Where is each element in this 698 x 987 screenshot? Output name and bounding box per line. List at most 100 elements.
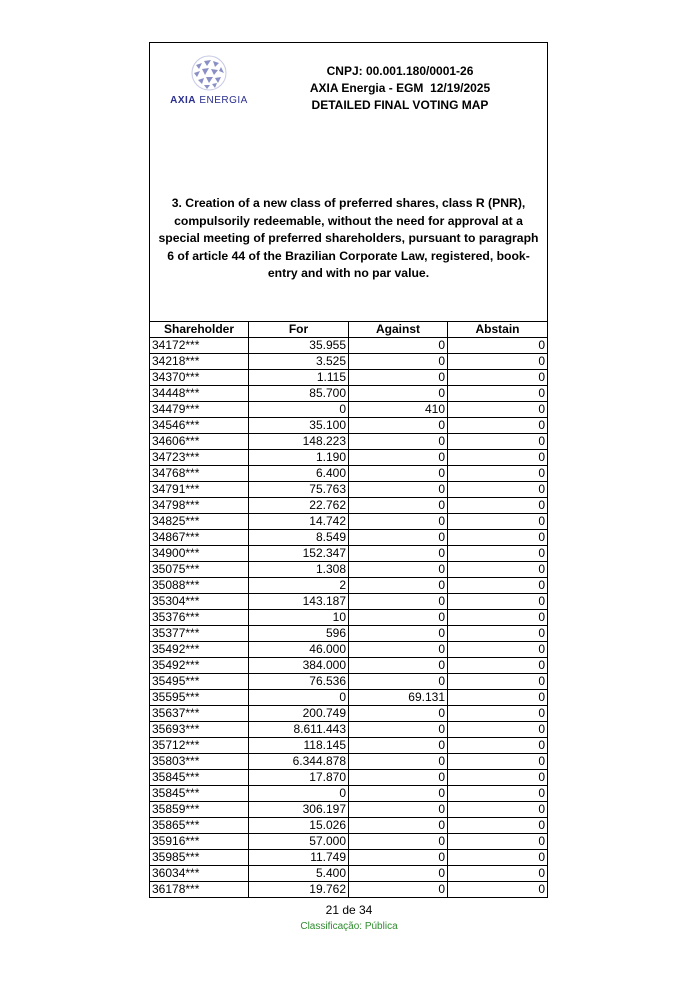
document-header-box: AXIA ENERGIA CNPJ: 00.001.180/0001-26 AX… (149, 42, 548, 322)
shareholder-cell: 34172*** (149, 337, 249, 354)
against-cell: 0 (348, 561, 448, 578)
for-cell: 46.000 (248, 641, 349, 658)
against-cell: 0 (348, 705, 448, 722)
abstain-cell: 0 (447, 497, 548, 514)
for-cell: 10 (248, 609, 349, 626)
abstain-cell: 0 (447, 705, 548, 722)
abstain-cell: 0 (447, 657, 548, 674)
table-header-row: Shareholder For Against Abstain (149, 321, 548, 338)
table-row: 35304*** 143.187 0 0 (149, 593, 548, 610)
table-row: 36178*** 19.762 0 0 (149, 881, 548, 898)
table-and-footer: Shareholder For Against Abstain 34172***… (0, 321, 698, 934)
shareholder-cell: 35492*** (149, 641, 249, 658)
shareholder-cell: 36178*** (149, 881, 249, 898)
against-cell: 0 (348, 625, 448, 642)
against-cell: 0 (348, 673, 448, 690)
table-row: 35712*** 118.145 0 0 (149, 737, 548, 754)
shareholder-cell: 35637*** (149, 705, 249, 722)
against-cell: 0 (348, 833, 448, 850)
shareholder-cell: 34479*** (149, 401, 249, 418)
abstain-cell: 0 (447, 385, 548, 402)
against-cell: 0 (348, 817, 448, 834)
shareholder-cell: 34606*** (149, 433, 249, 450)
for-cell: 152.347 (248, 545, 349, 562)
against-cell: 0 (348, 769, 448, 786)
abstain-cell: 0 (447, 753, 548, 770)
against-cell: 0 (348, 801, 448, 818)
col-shareholder: Shareholder (149, 321, 249, 338)
document-title: DETAILED FINAL VOTING MAP (311, 98, 489, 112)
for-cell: 148.223 (248, 433, 349, 450)
shareholder-cell: 35075*** (149, 561, 249, 578)
abstain-cell: 0 (447, 785, 548, 802)
for-cell: 1.190 (248, 449, 349, 466)
shareholder-cell: 35377*** (149, 625, 249, 642)
shareholder-cell: 35495*** (149, 673, 249, 690)
col-for: For (248, 321, 349, 338)
for-cell: 0 (248, 401, 349, 418)
abstain-cell: 0 (447, 865, 548, 882)
abstain-cell: 0 (447, 817, 548, 834)
shareholder-cell: 36034*** (149, 865, 249, 882)
abstain-cell: 0 (447, 369, 548, 386)
shareholder-cell: 35304*** (149, 593, 249, 610)
abstain-cell: 0 (447, 625, 548, 642)
against-cell: 0 (348, 641, 448, 658)
for-cell: 17.870 (248, 769, 349, 786)
table-row: 34172*** 35.955 0 0 (149, 337, 548, 354)
abstain-cell: 0 (447, 737, 548, 754)
voting-table: Shareholder For Against Abstain 34172***… (149, 321, 548, 898)
against-cell: 0 (348, 849, 448, 866)
shareholder-cell: 35088*** (149, 577, 249, 594)
shareholder-cell: 35916*** (149, 833, 249, 850)
abstain-cell: 0 (447, 721, 548, 738)
col-against: Against (348, 321, 448, 338)
table-row: 34825*** 14.742 0 0 (149, 513, 548, 530)
for-cell: 306.197 (248, 801, 349, 818)
table-row: 35377*** 596 0 0 (149, 625, 548, 642)
for-cell: 143.187 (248, 593, 349, 610)
against-cell: 0 (348, 881, 448, 898)
against-cell: 0 (348, 449, 448, 466)
for-cell: 2 (248, 577, 349, 594)
against-cell: 0 (348, 657, 448, 674)
shareholder-cell: 34798*** (149, 497, 249, 514)
axia-logo: AXIA ENERGIA (164, 53, 254, 106)
for-cell: 15.026 (248, 817, 349, 834)
classification-label: Classificação: Pública (300, 921, 398, 932)
against-cell: 0 (348, 753, 448, 770)
for-cell: 35.955 (248, 337, 349, 354)
against-cell: 69.131 (348, 689, 448, 706)
table-row: 35637*** 200.749 0 0 (149, 705, 548, 722)
for-cell: 1.115 (248, 369, 349, 386)
table-row: 34791*** 75.763 0 0 (149, 481, 548, 498)
shareholder-cell: 34791*** (149, 481, 249, 498)
shareholder-cell: 35376*** (149, 609, 249, 626)
shareholder-cell: 34546*** (149, 417, 249, 434)
table-row: 35075*** 1.308 0 0 (149, 561, 548, 578)
for-cell: 384.000 (248, 657, 349, 674)
against-cell: 0 (348, 737, 448, 754)
shareholder-cell: 35492*** (149, 657, 249, 674)
abstain-cell: 0 (447, 801, 548, 818)
abstain-cell: 0 (447, 609, 548, 626)
shareholder-cell: 34723*** (149, 449, 249, 466)
abstain-cell: 0 (447, 417, 548, 434)
table-row: 35693*** 8.611.443 0 0 (149, 721, 548, 738)
table-row: 35845*** 17.870 0 0 (149, 769, 548, 786)
against-cell: 0 (348, 385, 448, 402)
table-row: 34606*** 148.223 0 0 (149, 433, 548, 450)
table-row: 36034*** 5.400 0 0 (149, 865, 548, 882)
table-row: 35985*** 11.749 0 0 (149, 849, 548, 866)
abstain-cell: 0 (447, 881, 548, 898)
for-cell: 0 (248, 785, 349, 802)
table-row: 35845*** 0 0 0 (149, 785, 548, 802)
for-cell: 1.308 (248, 561, 349, 578)
against-cell: 0 (348, 545, 448, 562)
for-cell: 200.749 (248, 705, 349, 722)
for-cell: 14.742 (248, 513, 349, 530)
table-row: 34370*** 1.115 0 0 (149, 369, 548, 386)
against-cell: 0 (348, 609, 448, 626)
shareholder-cell: 35693*** (149, 721, 249, 738)
for-cell: 22.762 (248, 497, 349, 514)
